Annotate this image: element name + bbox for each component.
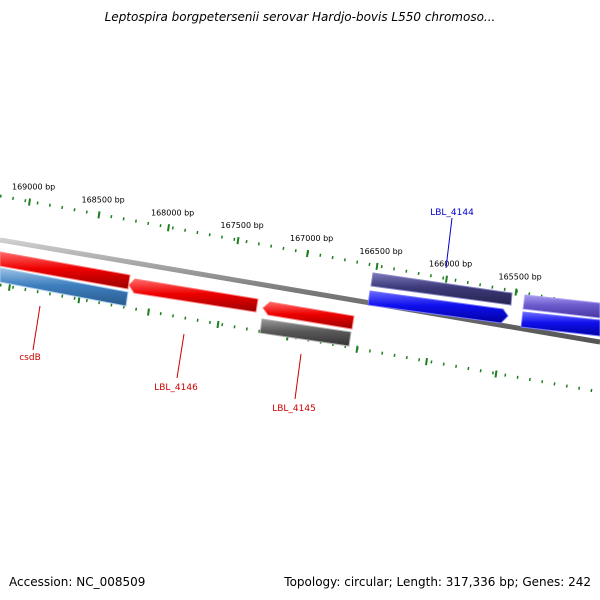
tick-labels: 169000 bp 168500 bp 168000 bp 167500 bp 1670… — [12, 183, 542, 282]
major-tick — [355, 345, 359, 353]
major-tick — [8, 283, 11, 291]
lbl-4145-leader-line — [294, 353, 302, 400]
lbl-4144-label[interactable]: LBL_4144 — [430, 208, 474, 218]
map-title: Leptospira borgpetersenii serovar Hardjo… — [104, 10, 496, 24]
gray-feature[interactable] — [259, 318, 352, 347]
major-tick — [425, 358, 428, 366]
major-tick — [216, 320, 220, 329]
lbl-4145-label[interactable]: LBL_4145 — [272, 404, 316, 414]
tick-label: 165500 bp — [499, 273, 542, 282]
major-tick — [97, 211, 101, 219]
major-tick — [375, 262, 379, 270]
lbl-4146-leader-line — [176, 333, 185, 379]
chromosome-backbone — [0, 237, 600, 345]
major-tick — [494, 370, 498, 378]
tick-label: 166500 bp — [360, 247, 403, 256]
csdb-leader-line — [32, 305, 41, 351]
outer-tick-ring: 169000 bp 168500 bp 168000 bp 167500 bp 1670… — [0, 183, 600, 309]
genome-summary-text: Topology: circular; Length: 317,336 bp; … — [284, 575, 591, 589]
blue-feature-2[interactable] — [520, 311, 600, 337]
tick-label: 167000 bp — [290, 234, 333, 243]
red-feature-lbl-4145[interactable] — [262, 301, 355, 330]
lbl-4144-leader-line — [445, 217, 453, 269]
blue-feature-1[interactable] — [367, 290, 509, 324]
tick-label: 168500 bp — [82, 195, 125, 204]
major-ticks-outer — [28, 198, 518, 296]
tick-label: 168000 bp — [151, 208, 194, 217]
major-tick — [514, 288, 518, 296]
csdb-label[interactable]: csdB — [19, 353, 41, 363]
tick-label: 169000 bp — [12, 183, 55, 192]
major-tick — [445, 275, 448, 283]
major-tick — [167, 224, 170, 232]
steelblue-feature-csdb[interactable] — [0, 267, 129, 307]
slateblue-feature[interactable] — [522, 294, 600, 319]
major-tick — [306, 249, 309, 258]
red-feature-lbl-4146[interactable] — [128, 278, 259, 313]
accession-text: Accession: NC_008509 — [9, 575, 146, 589]
tick-label: 167500 bp — [221, 221, 264, 230]
darkslate-feature-lbl-4144[interactable] — [370, 272, 513, 306]
lbl-4146-label[interactable]: LBL_4146 — [154, 383, 198, 393]
tick-label: 166000 bp — [429, 260, 472, 269]
major-tick — [236, 236, 240, 245]
major-tick — [28, 198, 31, 206]
major-tick — [147, 308, 150, 316]
red-feature-1[interactable] — [0, 251, 131, 290]
